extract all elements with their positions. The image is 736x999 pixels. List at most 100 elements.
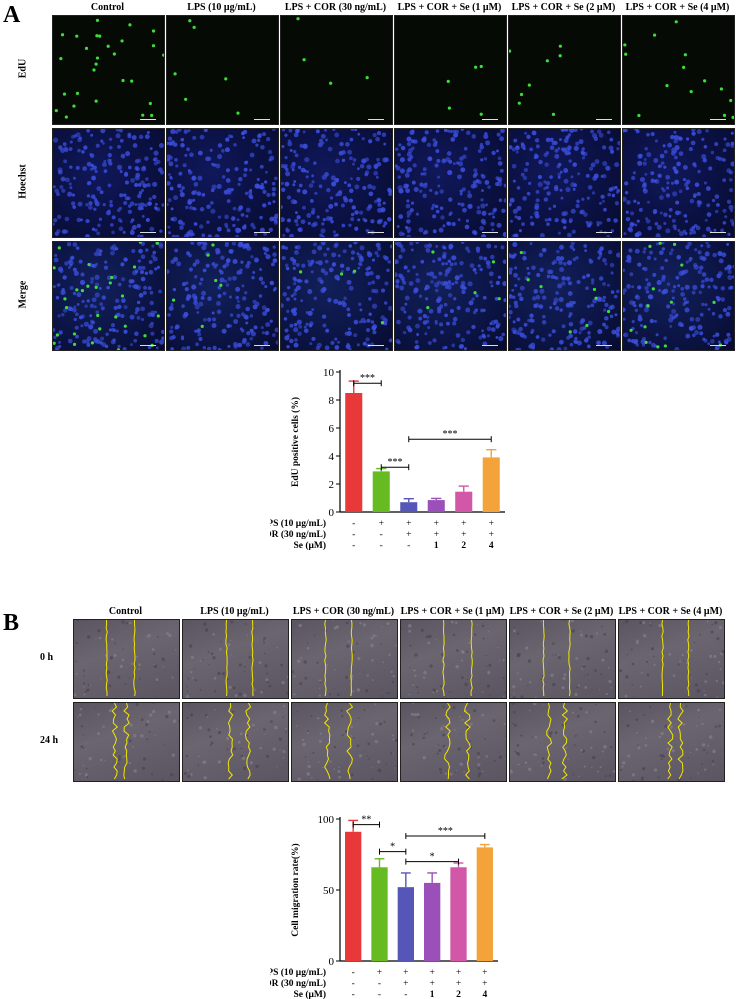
column-title: LPS (10 μg/mL) bbox=[200, 606, 269, 617]
treatment-cell: - bbox=[378, 979, 381, 989]
treatment-cell: 1 bbox=[434, 541, 439, 551]
micrograph-merge bbox=[280, 241, 393, 351]
wound-texture bbox=[295, 703, 397, 781]
wound-edge-line bbox=[227, 703, 234, 780]
column-title: LPS + COR + Se (2 μM) bbox=[509, 606, 614, 617]
wound-image bbox=[400, 619, 507, 699]
significance-bracket: ** bbox=[352, 815, 380, 828]
treatment-cell: + bbox=[461, 519, 466, 529]
treatment-cell: 4 bbox=[489, 541, 494, 551]
bar bbox=[476, 847, 493, 961]
scale-bar bbox=[710, 345, 726, 346]
micrograph-merge bbox=[52, 241, 165, 351]
wound-edge-line bbox=[667, 703, 674, 780]
treatment-cell: + bbox=[406, 519, 411, 529]
scale-bar bbox=[254, 232, 270, 233]
micrograph-hoechst bbox=[622, 128, 735, 238]
treatment-cell: + bbox=[461, 530, 466, 540]
wound-edge-line bbox=[444, 703, 451, 780]
scale-bar bbox=[254, 119, 270, 120]
bar bbox=[397, 887, 414, 961]
wound-image bbox=[73, 702, 180, 782]
treatment-cell: + bbox=[379, 519, 384, 529]
treatment-cell: + bbox=[434, 530, 439, 540]
wound-texture bbox=[619, 703, 722, 781]
scale-bar bbox=[140, 119, 156, 120]
treatment-cell: - bbox=[352, 990, 355, 999]
y-tick-label: 50 bbox=[323, 885, 335, 897]
significance-bracket: * bbox=[405, 852, 459, 865]
scale-bar bbox=[596, 119, 612, 120]
wound-edge-line bbox=[225, 620, 228, 697]
micrograph-edu bbox=[52, 15, 165, 125]
scale-bar bbox=[482, 232, 498, 233]
scale-bar bbox=[710, 119, 726, 120]
y-axis-label: Cell migration rate(%) bbox=[290, 843, 301, 936]
scale-bar bbox=[482, 345, 498, 346]
scale-bar bbox=[482, 119, 498, 120]
y-tick-label: 2 bbox=[329, 479, 335, 491]
wound-edge-line bbox=[105, 620, 108, 697]
wound-texture bbox=[619, 620, 724, 698]
significance-label: *** bbox=[443, 429, 458, 440]
wound-image bbox=[509, 619, 616, 699]
treatment-cell: + bbox=[403, 968, 408, 978]
wound-edge-line bbox=[561, 703, 569, 780]
micrograph-texture bbox=[167, 242, 278, 350]
scale-bar bbox=[140, 232, 156, 233]
column-title: LPS + COR (30 ng/mL) bbox=[284, 2, 387, 13]
treatment-cell: 4 bbox=[482, 990, 487, 999]
significance-label: *** bbox=[438, 826, 453, 837]
treatment-label: Se (μM) bbox=[293, 540, 326, 551]
scale-bar bbox=[710, 232, 726, 233]
wound-image bbox=[182, 619, 289, 699]
wound-image bbox=[618, 619, 725, 699]
micrograph-merge bbox=[622, 241, 735, 351]
treatment-label: LPS (10 μg/mL) bbox=[270, 967, 326, 978]
micrograph-hoechst bbox=[394, 128, 507, 238]
wound-texture bbox=[510, 703, 615, 781]
bar bbox=[345, 831, 362, 961]
micrograph-texture bbox=[281, 242, 392, 350]
treatment-cell: + bbox=[489, 530, 494, 540]
scale-bar bbox=[140, 345, 156, 346]
wound-edge-line bbox=[470, 620, 473, 697]
column-title: LPS + COR + Se (2 μM) bbox=[511, 2, 616, 13]
wound-texture bbox=[510, 620, 612, 698]
wound-image bbox=[73, 619, 180, 699]
column-title: LPS + COR (30 ng/mL) bbox=[292, 606, 395, 617]
wound-edge-line bbox=[244, 703, 252, 780]
treatment-label: LPS (10 μg/mL) bbox=[270, 518, 326, 529]
y-tick-label: 0 bbox=[329, 956, 335, 968]
significance-label: *** bbox=[360, 373, 375, 384]
micrograph-edu bbox=[280, 15, 393, 125]
significance-bracket: *** bbox=[408, 429, 492, 443]
micrograph-texture bbox=[509, 129, 620, 237]
wound-edge-line bbox=[123, 703, 130, 780]
wound-edge-line bbox=[324, 620, 327, 697]
micrograph-hoechst bbox=[508, 128, 621, 238]
significance-bracket: * bbox=[379, 842, 407, 855]
y-tick-label: 6 bbox=[329, 423, 335, 435]
treatment-cell: + bbox=[456, 968, 461, 978]
micrograph-texture bbox=[281, 129, 392, 237]
significance-label: * bbox=[430, 852, 435, 863]
significance-label: *** bbox=[388, 457, 403, 468]
micrograph-texture bbox=[53, 242, 164, 350]
treatment-cell: - bbox=[352, 519, 355, 529]
row-label: 0 h bbox=[40, 652, 54, 663]
treatment-cell: + bbox=[482, 968, 487, 978]
wound-edge-line bbox=[251, 620, 254, 697]
wound-texture bbox=[410, 703, 506, 780]
scale-bar bbox=[254, 345, 270, 346]
bar bbox=[455, 491, 473, 512]
bar bbox=[345, 393, 363, 512]
treatment-cell: + bbox=[489, 519, 494, 529]
wound-image bbox=[400, 702, 507, 782]
treatment-cell: + bbox=[429, 979, 434, 989]
y-tick-label: 10 bbox=[323, 367, 335, 379]
row-label: Hoechst bbox=[17, 164, 29, 199]
treatment-cell: - bbox=[407, 541, 410, 551]
micrograph-edu bbox=[394, 15, 507, 125]
